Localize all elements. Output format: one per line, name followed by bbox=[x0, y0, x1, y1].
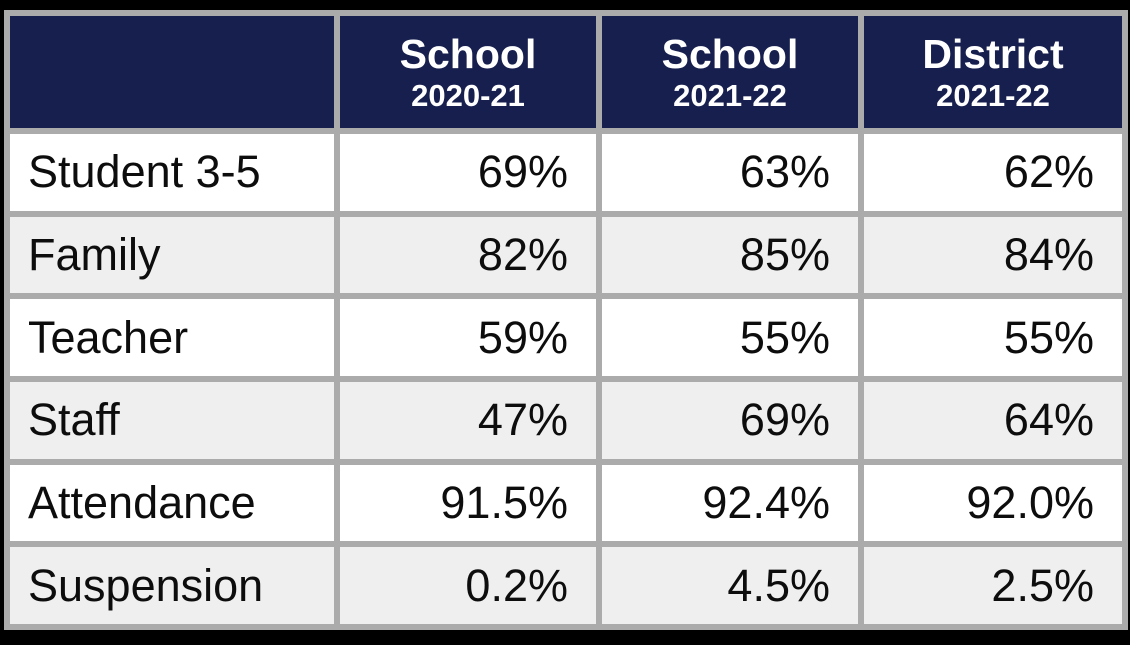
table-row-staff: Staff 47% 69% 64% bbox=[4, 375, 1128, 465]
header-school-2020-21: School 2020-21 bbox=[334, 9, 602, 135]
header-col-sublabel: 2020-21 bbox=[411, 77, 525, 113]
cell-value: 69% bbox=[596, 375, 864, 465]
header-col-label: School bbox=[661, 31, 799, 78]
header-col-sublabel: 2021-22 bbox=[936, 77, 1050, 113]
cell-value: 64% bbox=[858, 375, 1128, 465]
header-col-label: District bbox=[922, 31, 1064, 78]
cell-value: 92.4% bbox=[596, 458, 864, 548]
cell-value: 59% bbox=[334, 293, 602, 382]
table-header-row: School 2020-21 School 2021-22 District 2… bbox=[4, 9, 1128, 135]
cell-value: 63% bbox=[596, 128, 864, 217]
cell-value: 84% bbox=[858, 210, 1128, 300]
table-row-suspension: Suspension 0.2% 4.5% 2.5% bbox=[4, 541, 1128, 630]
cell-value: 62% bbox=[858, 128, 1128, 217]
table-row-student-3-5: Student 3-5 69% 63% 62% bbox=[4, 128, 1128, 217]
header-district-2021-22: District 2021-22 bbox=[858, 9, 1128, 135]
table-row-teacher: Teacher 59% 55% 55% bbox=[4, 293, 1128, 382]
cell-value: 47% bbox=[334, 375, 602, 465]
cell-value: 55% bbox=[596, 293, 864, 382]
cell-value: 55% bbox=[858, 293, 1128, 382]
cell-value: 69% bbox=[334, 128, 602, 217]
header-school-2021-22: School 2021-22 bbox=[596, 9, 864, 135]
row-label: Student 3-5 bbox=[4, 128, 340, 217]
metrics-table: School 2020-21 School 2021-22 District 2… bbox=[4, 9, 1128, 630]
row-label: Staff bbox=[4, 375, 340, 465]
cell-value: 0.2% bbox=[334, 541, 602, 630]
row-label: Family bbox=[4, 210, 340, 300]
row-label: Attendance bbox=[4, 458, 340, 548]
table-row-family: Family 82% 85% 84% bbox=[4, 210, 1128, 300]
cell-value: 85% bbox=[596, 210, 864, 300]
row-label: Suspension bbox=[4, 541, 340, 630]
header-col-sublabel: 2021-22 bbox=[673, 77, 787, 113]
row-label: Teacher bbox=[4, 293, 340, 382]
header-corner-cell bbox=[4, 9, 340, 135]
table-row-attendance: Attendance 91.5% 92.4% 92.0% bbox=[4, 458, 1128, 548]
cell-value: 4.5% bbox=[596, 541, 864, 630]
cell-value: 2.5% bbox=[858, 541, 1128, 630]
cell-value: 91.5% bbox=[334, 458, 602, 548]
metrics-table-container: School 2020-21 School 2021-22 District 2… bbox=[4, 9, 1128, 630]
header-col-label: School bbox=[399, 31, 537, 78]
cell-value: 92.0% bbox=[858, 458, 1128, 548]
cell-value: 82% bbox=[334, 210, 602, 300]
